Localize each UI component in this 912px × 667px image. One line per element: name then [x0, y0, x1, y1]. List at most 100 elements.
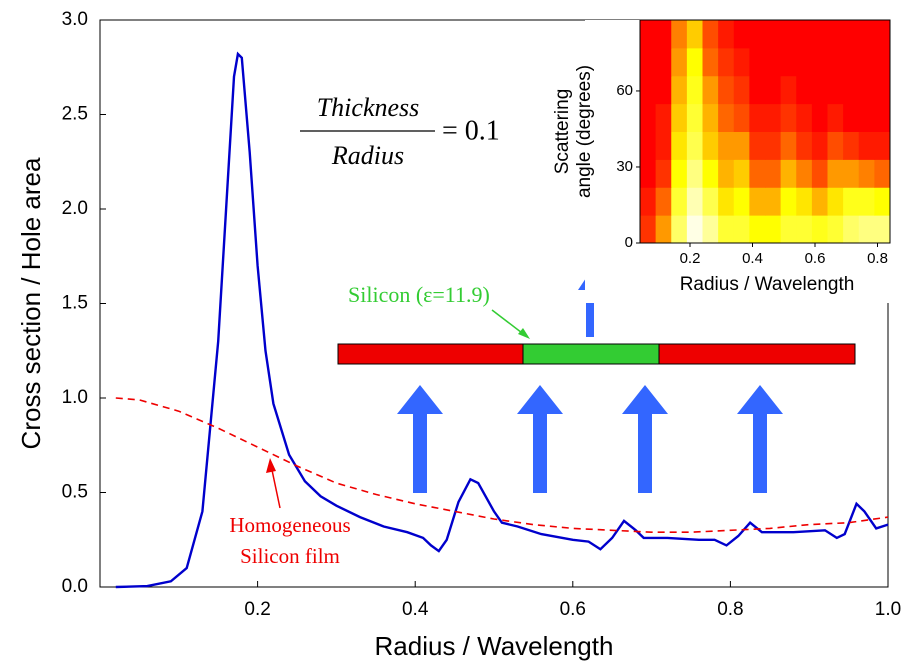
- x-tick-label: 0.2: [244, 599, 270, 620]
- heatmap-cell: [671, 159, 688, 188]
- heatmap-cell: [640, 103, 657, 132]
- x-axis-label: Radius / Wavelength: [375, 631, 614, 661]
- heatmap-cell: [858, 215, 875, 244]
- heatmap-cell: [686, 47, 703, 77]
- heatmap-cell: [749, 187, 766, 216]
- y-tick-label: 1.0: [62, 387, 88, 408]
- x-tick-label: 0.6: [560, 599, 586, 620]
- x-tick-label: 0.4: [402, 599, 429, 620]
- heatmap-cell: [843, 159, 860, 188]
- heatmap-cell: [796, 215, 813, 244]
- heatmap-cell: [765, 131, 782, 160]
- heatmap-cell: [749, 131, 766, 160]
- heatmap-cell: [843, 103, 860, 132]
- heatmap-cell: [718, 75, 735, 105]
- heatmap-cell: [827, 20, 844, 49]
- heatmap-cell: [702, 131, 719, 160]
- heatmap-cell: [655, 215, 672, 244]
- heatmap-cell: [796, 187, 813, 216]
- heatmap-cell: [671, 131, 688, 160]
- film-label: Homogeneous: [229, 513, 350, 537]
- heatmap-cell: [874, 47, 891, 77]
- heatmap-cell: [765, 75, 782, 105]
- heatmap-cell: [718, 187, 735, 216]
- heatmap-cell: [874, 20, 891, 49]
- heatmap-cell: [702, 103, 719, 132]
- heatmap-cell: [827, 103, 844, 132]
- ratio-value: = 0.1: [442, 115, 500, 146]
- heatmap-cell: [780, 75, 797, 105]
- y-axis-label: Cross section / Hole area: [16, 157, 46, 449]
- x-axis-label: Radius / Wavelength: [680, 274, 855, 295]
- heatmap-cell: [733, 159, 750, 188]
- heatmap-cell: [827, 47, 844, 77]
- heatmap-cell: [858, 47, 875, 77]
- heatmap-cell: [718, 215, 735, 244]
- heatmap-cell: [733, 187, 750, 216]
- y-axis-label: Scattering: [552, 89, 573, 175]
- y-tick-label: 3.0: [62, 9, 88, 30]
- heatmap-cell: [796, 47, 813, 77]
- heatmap-cell: [874, 131, 891, 160]
- heatmap-cell: [640, 215, 657, 244]
- heatmap-cell: [858, 20, 875, 49]
- ratio-numerator: Thickness: [317, 93, 420, 122]
- heatmap-cell: [874, 159, 891, 188]
- y-tick-label: 0: [625, 234, 633, 251]
- heatmap-cell: [655, 103, 672, 132]
- heatmap-cell: [858, 187, 875, 216]
- heatmap-cell: [780, 47, 797, 77]
- heatmap-cell: [733, 103, 750, 132]
- x-tick-label: 0.4: [742, 250, 763, 267]
- heatmap-cell: [811, 215, 828, 244]
- heatmap-cell: [811, 103, 828, 132]
- x-tick-label: 0.8: [867, 250, 888, 267]
- heatmap-cell: [655, 131, 672, 160]
- silicon-disk: [522, 343, 660, 365]
- heatmap-cell: [843, 187, 860, 216]
- heatmap-cell: [811, 75, 828, 105]
- heatmap-cell: [686, 103, 703, 132]
- heatmap-cell: [686, 20, 703, 49]
- x-tick-label: 0.8: [717, 599, 743, 620]
- heatmap-cell: [686, 131, 703, 160]
- heatmap-cell: [702, 75, 719, 105]
- x-tick-label: 0.2: [680, 250, 701, 267]
- heatmap-cell: [858, 131, 875, 160]
- heatmap-cell: [655, 20, 672, 49]
- heatmap-cell: [702, 187, 719, 216]
- heatmap-cell: [655, 75, 672, 105]
- heatmap-cell: [874, 75, 891, 105]
- heatmap-cell: [640, 159, 657, 188]
- heatmap-cell: [733, 47, 750, 77]
- heatmap-cell: [702, 159, 719, 188]
- heatmap-cell: [811, 159, 828, 188]
- heatmap-cell: [702, 20, 719, 49]
- x-tick-label: 1.0: [875, 599, 901, 620]
- heatmap-cell: [765, 20, 782, 49]
- heatmap-cell: [640, 131, 657, 160]
- heatmap-cell: [640, 75, 657, 105]
- heatmap-cell: [874, 215, 891, 244]
- heatmap-cell: [702, 47, 719, 77]
- heatmap-cell: [811, 20, 828, 49]
- heatmap-cell: [858, 159, 875, 188]
- heatmap-cell: [765, 187, 782, 216]
- heatmap-cell: [843, 47, 860, 77]
- heatmap-cell: [640, 20, 657, 49]
- heatmap-cell: [718, 20, 735, 49]
- heatmap-cell: [796, 159, 813, 188]
- silicon-label: Silicon (ε=11.9): [348, 282, 490, 307]
- y-tick-label: 0.5: [62, 482, 88, 503]
- heatmap-cell: [827, 159, 844, 188]
- x-tick-label: 0.6: [805, 250, 826, 267]
- heatmap-cell: [671, 187, 688, 216]
- heatmap-cell: [765, 215, 782, 244]
- y-tick-label: 2.0: [62, 198, 88, 219]
- data-line: [115, 51, 889, 589]
- y-tick-label: 60: [616, 82, 633, 99]
- heatmap-cell: [780, 103, 797, 132]
- heatmap-cell: [671, 75, 688, 105]
- heatmap-cell: [780, 215, 797, 244]
